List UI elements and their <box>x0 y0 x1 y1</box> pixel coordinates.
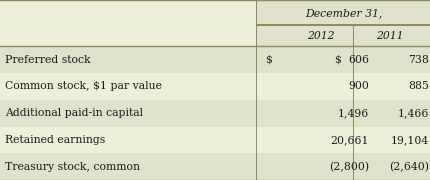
Text: 20,661: 20,661 <box>330 135 368 145</box>
Text: $: $ <box>264 55 271 65</box>
Bar <box>0 100 430 127</box>
Text: Preferred stock: Preferred stock <box>5 55 91 65</box>
Text: (2,640): (2,640) <box>388 161 428 172</box>
Text: $: $ <box>333 55 340 65</box>
Bar <box>0 26 256 46</box>
Bar <box>256 0 430 26</box>
Text: (2,800): (2,800) <box>328 161 368 172</box>
Text: December 31,: December 31, <box>304 8 381 18</box>
Bar <box>0 46 430 73</box>
Text: 606: 606 <box>347 55 368 65</box>
Text: 900: 900 <box>347 81 368 91</box>
Text: 19,104: 19,104 <box>390 135 428 145</box>
Text: 2012: 2012 <box>307 31 334 41</box>
Text: 885: 885 <box>407 81 428 91</box>
Bar <box>256 26 430 46</box>
Text: Common stock, $1 par value: Common stock, $1 par value <box>5 81 162 91</box>
Bar <box>0 0 256 26</box>
Text: 1,496: 1,496 <box>337 108 368 118</box>
Text: Retained earnings: Retained earnings <box>5 135 105 145</box>
Text: 2011: 2011 <box>375 31 403 41</box>
Bar <box>0 127 430 153</box>
Bar <box>0 73 430 100</box>
Text: 1,466: 1,466 <box>396 108 428 118</box>
Text: 738: 738 <box>407 55 428 65</box>
Text: Treasury stock, common: Treasury stock, common <box>5 162 140 172</box>
Text: Additional paid-in capital: Additional paid-in capital <box>5 108 143 118</box>
Bar <box>0 153 430 180</box>
